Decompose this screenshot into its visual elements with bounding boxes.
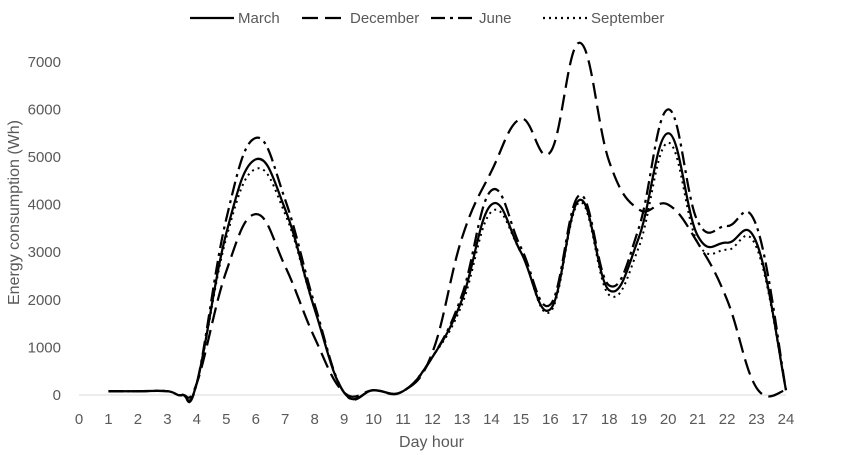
x-tick-label: 21 [689,411,706,428]
y-axis-title: Energy consumption (Wh) [6,120,23,305]
y-tick-label: 2000 [28,292,61,309]
x-tick-label: 20 [660,411,677,428]
legend-label-september: September [591,10,664,27]
x-tick-label: 6 [252,411,260,428]
series-line-march [108,132,788,402]
y-tick-label: 4000 [28,197,61,214]
legend: March December June September [190,10,664,27]
series-line-september [108,141,787,402]
x-tick-label: 14 [483,411,500,428]
x-tick-label: 10 [365,411,382,428]
y-tick-label: 6000 [28,101,61,118]
legend-label-december: December [350,10,419,27]
x-tick-label: 12 [424,411,441,428]
x-tick-label: 3 [163,411,171,428]
x-tick-label: 24 [778,411,795,428]
x-tick-label: 2 [134,411,142,428]
x-tick-label: 13 [454,411,471,428]
y-axis-ticks: 0 1000 2000 3000 4000 5000 6000 7000 [28,54,61,404]
series-layer [108,41,788,404]
y-tick-label: 3000 [28,244,61,261]
x-tick-label: 7 [281,411,289,428]
x-tick-label: 17 [571,411,588,428]
x-tick-label: 8 [310,411,318,428]
x-axis-ticks: 0 1 2 3 4 5 6 7 8 9 10 11 12 13 14 15 16 17 18 19 20 21 22 23 24 [75,411,795,428]
x-tick-label: 19 [630,411,647,428]
x-tick-label: 11 [395,411,411,428]
legend-label-march: March [238,10,280,27]
x-tick-label: 18 [601,411,618,428]
y-tick-label: 1000 [28,339,61,356]
y-tick-label: 5000 [28,149,61,166]
x-axis-title: Day hour [399,434,465,451]
x-tick-label: 16 [542,411,559,428]
x-tick-label: 0 [75,411,83,428]
x-tick-label: 4 [193,411,201,428]
x-tick-label: 1 [104,411,112,428]
legend-label-june: June [479,10,512,27]
y-tick-label: 0 [53,387,61,404]
y-tick-label: 7000 [28,54,61,71]
x-tick-label: 9 [340,411,348,428]
x-tick-label: 22 [719,411,736,428]
series-line-december [108,41,787,399]
series-line-june [108,108,788,404]
x-tick-label: 15 [513,411,530,428]
x-tick-label: 5 [222,411,230,428]
x-tick-label: 23 [748,411,765,428]
